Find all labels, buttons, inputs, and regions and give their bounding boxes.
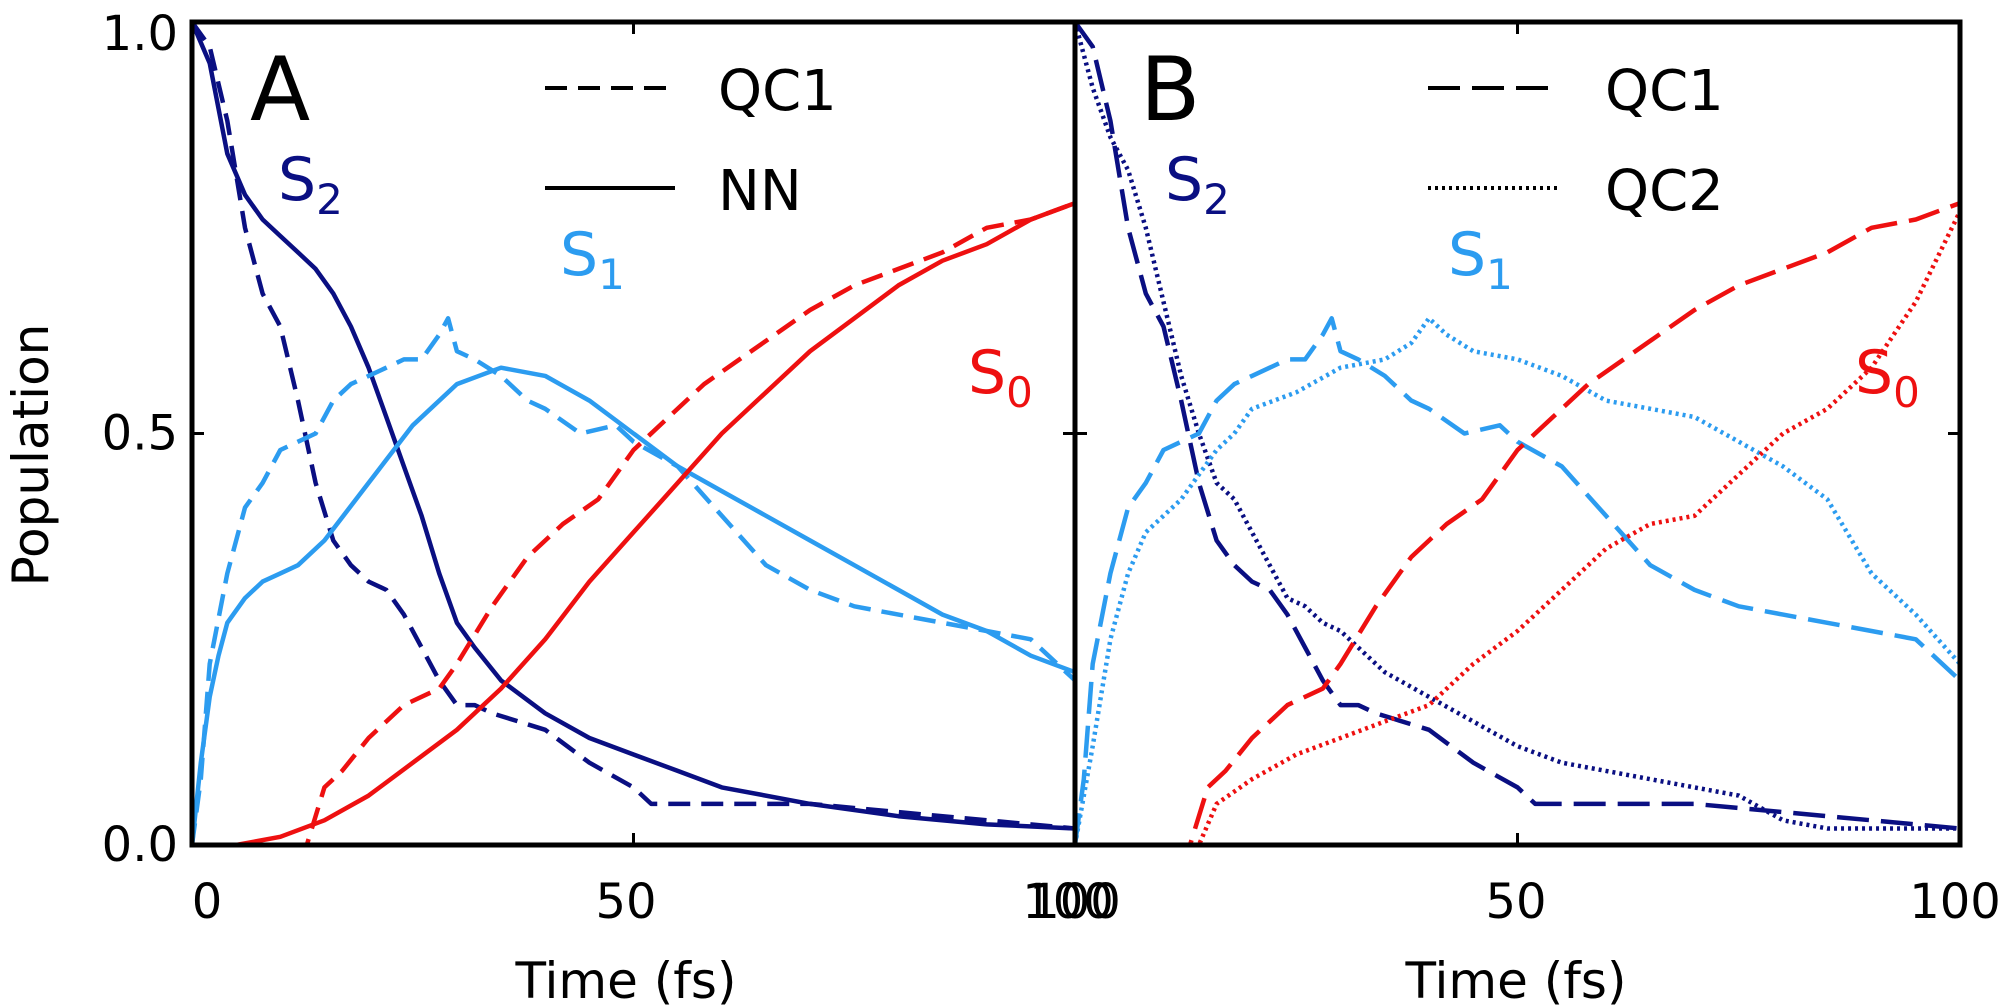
panel-b-series-s0-qc1 — [1075, 200, 1961, 848]
panel-a-series-s0-qc1 — [192, 200, 1076, 848]
panel-a-y-tick-label: 0.0 — [102, 817, 178, 873]
legend-qc1-label: QC1 — [1605, 59, 1724, 124]
panel-a-series-s1-qc1 — [189, 316, 1077, 846]
panel-a-s1-label: S1 — [560, 220, 625, 299]
panel-b: 100 50 100 B QC1 QC2 S2 S1 S0 Time (fs) — [1029, 19, 2001, 1005]
panel-b-x-tick-label: 100 — [1909, 874, 2001, 930]
panel-a-series — [189, 20, 1077, 848]
panel-a-y-tick-label: 1.0 — [102, 6, 178, 62]
panel-b-s2-label: S2 — [1165, 145, 1230, 224]
panel-a-label: A — [250, 38, 310, 141]
panel-b-x-axis-label: Time (fs) — [1405, 952, 1627, 1005]
panel-a-series-s2-qc1 — [190, 20, 1076, 831]
panel-a-series-s0-nn — [192, 200, 1076, 848]
panel-a-x-tick-label: 100 — [1022, 874, 1114, 930]
panel-a-series-s1-nn — [189, 365, 1076, 846]
panel-a-x-axis-label: Time (fs) — [515, 952, 737, 1005]
panel-b-x-tick-label: 100 — [1029, 874, 1121, 930]
panel-b-s1-label: S1 — [1448, 220, 1513, 299]
panel-b-ticks: 100 50 100 — [1029, 20, 2001, 930]
panel-b-series-s0-qc2 — [1075, 210, 1963, 848]
panel-a-x-tick-label: 0 — [192, 874, 223, 930]
panel-b-s0-label: S0 — [1855, 338, 1920, 417]
panel-b-series-s2-qc1 — [1073, 20, 1961, 831]
panel-b-frame — [1072, 19, 1963, 848]
panel-b-series-s2-qc2 — [1072, 21, 1960, 831]
panel-b-series-s1-qc2 — [1072, 316, 1962, 846]
panel-b-series — [1072, 20, 1963, 848]
y-axis-label: Population — [2, 324, 60, 587]
panel-b-x-tick-label: 50 — [1485, 874, 1546, 930]
panel-a-x-tick-label: 50 — [595, 874, 656, 930]
panel-a-s0-label: S0 — [968, 338, 1033, 417]
panel-a-y-tick-label: 0.5 — [102, 406, 178, 462]
panel-a: 0 50 100 0.0 0.5 1.0 A QC1 NN S2 S1 S0 Time (… — [102, 6, 1114, 1005]
panel-a-legend: QC1 NN — [545, 59, 837, 224]
panel-a-ticks: 0 50 100 0.0 0.5 1.0 — [102, 6, 1114, 930]
legend-qc1-label: QC1 — [718, 59, 837, 124]
panel-b-legend: QC1 QC2 — [1428, 59, 1724, 224]
legend-qc2-label: QC2 — [1605, 159, 1724, 224]
panel-a-series-s2-nn — [189, 21, 1076, 831]
legend-nn-label: NN — [718, 159, 802, 224]
panel-b-label: B — [1140, 38, 1200, 141]
panel-a-s2-label: S2 — [278, 145, 343, 224]
panel-b-series-s1-qc1 — [1072, 316, 1962, 846]
